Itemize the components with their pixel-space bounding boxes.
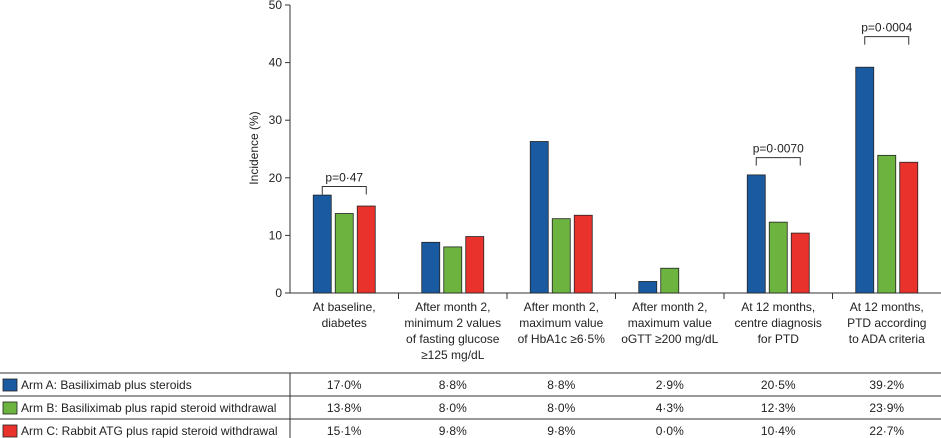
table-cell: 39·2% <box>869 378 904 392</box>
category-label-line: PTD according <box>847 316 926 330</box>
table-cell: 9·8% <box>547 424 575 438</box>
table-cell: 8·8% <box>439 378 467 392</box>
category-label-line: At baseline, <box>313 300 376 314</box>
table-cell: 23·9% <box>869 401 904 415</box>
category-label-line: maximum value <box>519 316 603 330</box>
legend-label: Arm C: Rabbit ATG plus rapid steroid wit… <box>21 424 278 438</box>
bar-arm-a <box>855 66 875 294</box>
category-label-line: At 12 months, <box>850 300 924 314</box>
chart-axes: 0 10 20 30 40 50 <box>269 0 290 300</box>
legend-swatch <box>2 424 18 438</box>
p-value-bracket <box>755 157 801 166</box>
category-label-line: oGTT ≥200 mg/dL <box>621 332 718 346</box>
bar-arm-b <box>877 154 897 294</box>
category-label-line: ≥125 mg/dL <box>421 348 485 362</box>
chart-axis-lines <box>289 5 941 299</box>
legend-swatch <box>2 401 18 415</box>
bar-arm-c <box>899 161 919 294</box>
table-cell: 13·8% <box>327 401 362 415</box>
table-cell: 8·8% <box>547 378 575 392</box>
category-label-line: of fasting glucose <box>406 332 500 346</box>
category-label: After month 2, maximum value oGTT ≥200 mg/… <box>621 300 718 346</box>
p-value-label: p=0·0070 <box>753 142 804 156</box>
category-label-line: diabetes <box>322 316 367 330</box>
legend-swatch <box>2 378 18 392</box>
bar-arm-c <box>573 214 593 294</box>
p-value-bracket <box>864 36 910 45</box>
category-label-line: minimum 2 values <box>404 316 501 330</box>
category-label-line: centre diagnosis <box>735 316 822 330</box>
category-label-line: maximum value <box>628 316 712 330</box>
category-label-line: of HbA1c ≥6·5% <box>518 332 606 346</box>
bar-arm-a <box>529 141 549 294</box>
bar-arm-b <box>660 267 680 294</box>
table-cell: 20·5% <box>761 378 796 392</box>
table-cell: 17·0% <box>327 378 362 392</box>
category-label: After month 2, minimum 2 values of fasting… <box>404 300 501 362</box>
y-tick-label: 10 <box>269 228 283 242</box>
category-label-line: for PTD <box>758 332 800 346</box>
table-cell: 4·3% <box>656 401 684 415</box>
table-cell: 10·4% <box>761 424 796 438</box>
category-label-line: to ADA criteria <box>849 332 925 346</box>
p-value-annotations: p=0·47 p=0·0070 p=0·0004 <box>321 21 913 195</box>
category-label: At baseline, diabetes <box>313 300 376 330</box>
y-tick-label: 40 <box>269 56 283 70</box>
table-cell: 2·9% <box>656 378 684 392</box>
category-label: After month 2, maximum value of HbA1c ≥6·5… <box>518 300 606 346</box>
values-table: Arm A: Basiliximab plus steroids 17·0% 8·8… <box>0 372 941 438</box>
bar-arm-a <box>421 241 441 294</box>
bar-arm-c <box>356 205 376 294</box>
bar-arm-c <box>465 236 485 294</box>
category-label: At 12 months, PTD according to ADA criteri… <box>847 300 926 346</box>
table-cell: 0·0% <box>656 424 684 438</box>
y-tick-label: 0 <box>275 286 282 300</box>
category-label-line: At 12 months, <box>741 300 815 314</box>
table-cell: 9·8% <box>439 424 467 438</box>
y-tick-label: 50 <box>269 0 283 12</box>
category-label-line: After month 2, <box>415 300 490 314</box>
table-cell: 8·0% <box>439 401 467 415</box>
bar-arm-b <box>443 246 463 294</box>
table-cell: 22·7% <box>869 424 904 438</box>
legend-label: Arm A: Basiliximab plus steroids <box>21 378 192 392</box>
category-label: At 12 months, centre diagnosis for PTD <box>735 300 822 346</box>
p-value-label: p=0·0004 <box>861 21 912 35</box>
legend-label: Arm B: Basiliximab plus rapid steroid wi… <box>21 401 276 415</box>
bar-arm-b <box>768 221 788 294</box>
bar-arm-b <box>551 218 571 294</box>
table-cell: 15·1% <box>327 424 362 438</box>
y-tick-label: 30 <box>269 113 283 127</box>
bar-arm-a <box>312 194 332 294</box>
bars-group <box>312 66 919 294</box>
category-label-line: After month 2, <box>632 300 707 314</box>
bar-arm-b <box>334 213 354 294</box>
bar-arm-a <box>638 281 658 294</box>
bar-arm-a <box>746 174 766 294</box>
table-cell: 12·3% <box>761 401 796 415</box>
p-value-bracket <box>321 185 367 195</box>
p-value-label: p=0·47 <box>325 170 363 184</box>
category-labels: At baseline, diabetes After month 2, minimu… <box>313 300 927 362</box>
y-axis-label: Incidence (%) <box>247 111 261 184</box>
table-cell: 8·0% <box>547 401 575 415</box>
bar-arm-c <box>790 232 810 294</box>
category-label-line: After month 2, <box>524 300 599 314</box>
y-tick-label: 20 <box>269 171 283 185</box>
